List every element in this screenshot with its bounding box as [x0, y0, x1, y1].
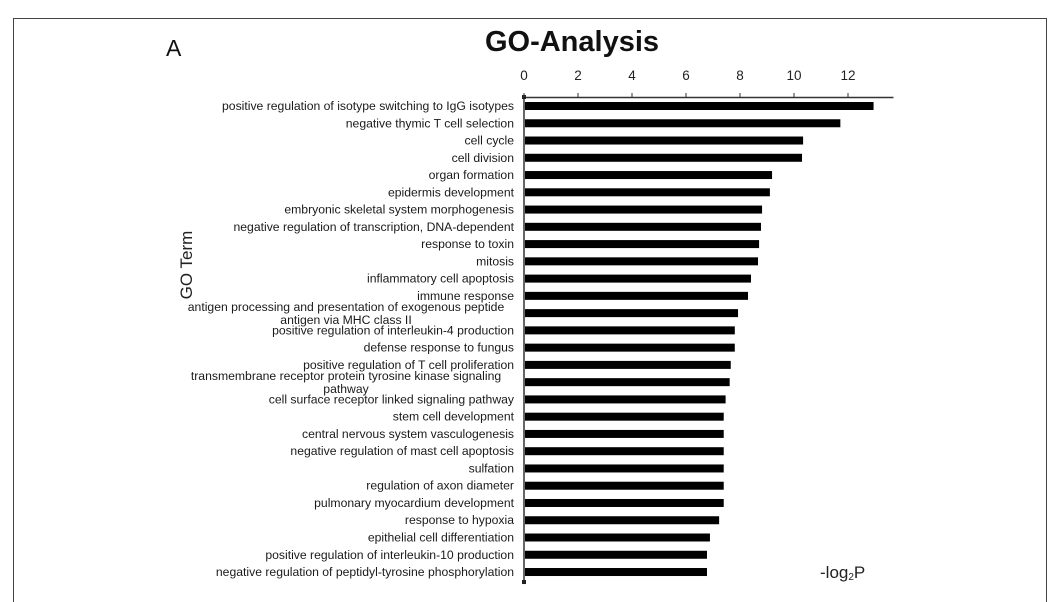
figure-frame — [13, 18, 1047, 602]
x-axis-title-sub: 2 — [848, 572, 854, 583]
bar — [525, 498, 724, 507]
category-label: pulmonary myocardium development — [314, 496, 514, 510]
bar — [525, 516, 720, 525]
x-tick-label: 0 — [520, 68, 528, 83]
category-label: immune response — [417, 289, 514, 303]
x-tick-label: 8 — [736, 68, 744, 83]
bar — [525, 205, 763, 214]
bar — [525, 395, 726, 404]
category-label: epidermis development — [388, 185, 515, 199]
category-label-line: pathway — [323, 382, 369, 396]
category-label: sulfation — [469, 461, 514, 475]
category-label: positive regulation of interleukin-10 pr… — [265, 548, 514, 562]
x-tick-label: 2 — [574, 68, 582, 83]
category-label: organ formation — [429, 168, 514, 182]
bar — [525, 533, 710, 542]
bar — [525, 309, 739, 318]
bar — [525, 326, 735, 335]
bars — [525, 102, 874, 577]
category-label: inflammatory cell apoptosis — [367, 272, 514, 286]
bar — [525, 188, 770, 197]
category-label: stem cell development — [393, 410, 515, 424]
y-axis-title: GO Term — [177, 231, 196, 300]
bar — [525, 222, 761, 231]
bar — [525, 153, 803, 162]
bar — [525, 447, 724, 456]
bar — [525, 274, 751, 283]
category-label: transmembrane receptor protein tyrosine … — [191, 369, 501, 396]
category-label: positive regulation of T cell proliferat… — [303, 358, 514, 372]
x-axis-title-main: -log — [820, 563, 848, 582]
bar — [525, 378, 730, 387]
bar — [525, 102, 874, 110]
category-label: epithelial cell differentiation — [368, 531, 514, 545]
bar — [525, 291, 749, 300]
bar — [525, 429, 724, 438]
category-label: negative regulation of peptidyl-tyrosine… — [216, 565, 514, 579]
bar — [525, 568, 707, 577]
category-label: negative thymic T cell selection — [346, 116, 514, 130]
bar — [525, 481, 724, 490]
bar — [525, 464, 724, 473]
category-label: negative regulation of mast cell apoptos… — [290, 444, 514, 458]
bar — [525, 240, 760, 249]
x-tick-label: 10 — [786, 68, 801, 83]
x-axis-title-tail: P — [854, 563, 865, 582]
bar — [525, 119, 841, 128]
category-label: regulation of axon diameter — [366, 479, 514, 493]
x-axis-title: -log2P — [820, 563, 865, 583]
category-label: central nervous system vasculogenesis — [302, 427, 514, 441]
category-label: negative regulation of transcription, DN… — [234, 220, 515, 234]
category-label: embryonic skeletal system morphogenesis — [284, 203, 514, 217]
category-label: antigen processing and presentation of e… — [188, 300, 505, 327]
category-labels: positive regulation of isotype switching… — [188, 99, 515, 579]
category-label-line: antigen via MHC class II — [280, 313, 411, 327]
bar — [525, 171, 773, 180]
x-tick-label: 4 — [628, 68, 636, 83]
bar — [525, 257, 759, 266]
category-label: positive regulation of interleukin-4 pro… — [272, 323, 514, 337]
bar — [525, 343, 735, 352]
x-tick-label: 12 — [840, 68, 855, 83]
x-tick-label: 6 — [682, 68, 690, 83]
category-label-line: transmembrane receptor protein tyrosine … — [191, 369, 501, 383]
category-label: cell surface receptor linked signaling p… — [269, 392, 515, 406]
category-label: response to hypoxia — [405, 513, 514, 527]
category-label-line: antigen processing and presentation of e… — [188, 300, 505, 314]
bar — [525, 412, 724, 421]
category-label: response to toxin — [421, 237, 514, 251]
axes: 0 2 4 6 8 10 12 — [520, 68, 894, 585]
axis-end-marker — [522, 580, 526, 585]
category-label: positive regulation of isotype switching… — [222, 99, 514, 113]
panel-label: A — [166, 35, 182, 61]
category-label: cell division — [452, 151, 514, 165]
bar — [525, 550, 707, 559]
category-label: cell cycle — [465, 134, 515, 148]
chart-title: GO-Analysis — [485, 26, 659, 58]
bar — [525, 360, 731, 369]
category-label: mitosis — [476, 254, 514, 268]
category-label: defense response to fungus — [364, 341, 514, 355]
bar — [525, 136, 804, 145]
